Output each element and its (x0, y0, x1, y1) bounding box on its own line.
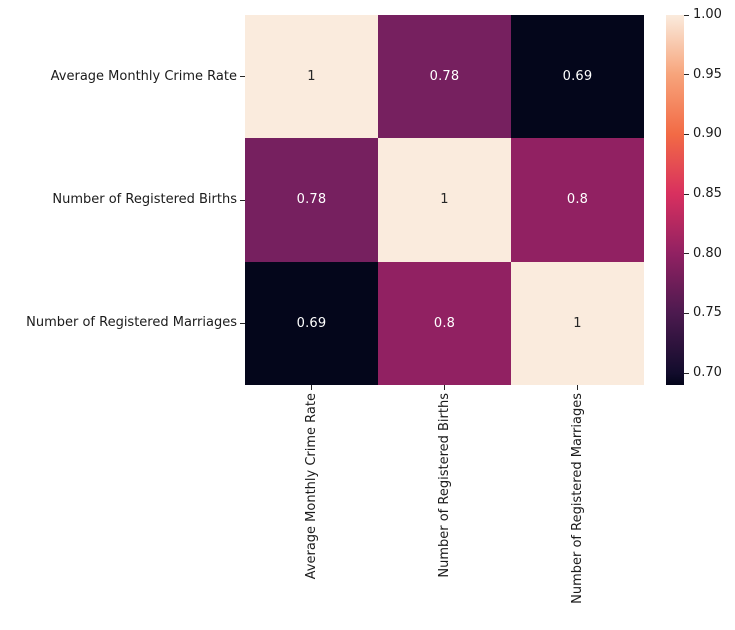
heatmap-cell-value: 1 (573, 315, 582, 331)
heatmap-cell: 0.78 (378, 15, 511, 139)
colorbar-tick-label: 0.85 (693, 186, 722, 202)
colorbar-tick-mark (684, 74, 689, 76)
heatmap-cell: 0.69 (511, 15, 644, 139)
colorbar-tick-label: 0.70 (693, 365, 722, 381)
heatmap: 1 0.78 0.69 0.78 1 0.8 0.69 0.8 1 (245, 15, 644, 385)
heatmap-cell: 0.78 (245, 138, 378, 262)
heatmap-cell: 1 (378, 138, 511, 262)
colorbar-tick-label: 0.80 (693, 245, 722, 261)
colorbar-tick-mark (684, 193, 689, 195)
heatmap-cell-value: 0.69 (562, 69, 593, 85)
colorbar-gradient (666, 15, 684, 385)
heatmap-cell: 0.69 (245, 261, 378, 385)
colorbar-tick-mark (684, 372, 689, 374)
heatmap-cell-value: 0.78 (429, 69, 460, 85)
colorbar-tick-mark (684, 253, 689, 255)
colorbar-tick-mark (684, 312, 689, 314)
heatmap-cell: 1 (245, 15, 378, 139)
y-tick-mark (240, 199, 245, 201)
heatmap-cell-value: 0.78 (296, 192, 327, 208)
colorbar-tick-label: 0.90 (693, 126, 722, 142)
colorbar-tick-mark (684, 14, 689, 16)
x-axis-label: Average Monthly Crime Rate (303, 393, 319, 580)
heatmap-cell-value: 0.8 (433, 315, 456, 331)
y-axis-label: Number of Registered Births (52, 192, 237, 207)
heatmap-cell-value: 1 (307, 69, 316, 85)
x-tick-mark (577, 385, 578, 390)
heatmap-cell: 0.8 (378, 261, 511, 385)
y-axis-label: Number of Registered Marriages (26, 315, 237, 331)
x-axis-label: Number of Registered Births (436, 393, 452, 578)
heatmap-cell-value: 1 (440, 192, 449, 208)
heatmap-cell: 1 (511, 261, 644, 385)
colorbar-tick-label: 1.00 (693, 7, 722, 22)
colorbar-tick-label: 0.95 (693, 66, 722, 82)
y-tick-mark (240, 322, 245, 324)
x-tick-mark (444, 385, 445, 390)
x-axis-label: Number of Registered Marriages (569, 393, 585, 604)
heatmap-cell: 0.8 (511, 138, 644, 262)
y-axis-label: Average Monthly Crime Rate (50, 68, 237, 84)
y-tick-mark (240, 76, 245, 78)
colorbar-tick-label: 0.75 (693, 305, 722, 321)
heatmap-cell-value: 0.8 (566, 192, 589, 208)
heatmap-cell-value: 0.69 (296, 315, 327, 331)
x-tick-mark (311, 385, 312, 390)
colorbar-tick-mark (684, 133, 689, 135)
